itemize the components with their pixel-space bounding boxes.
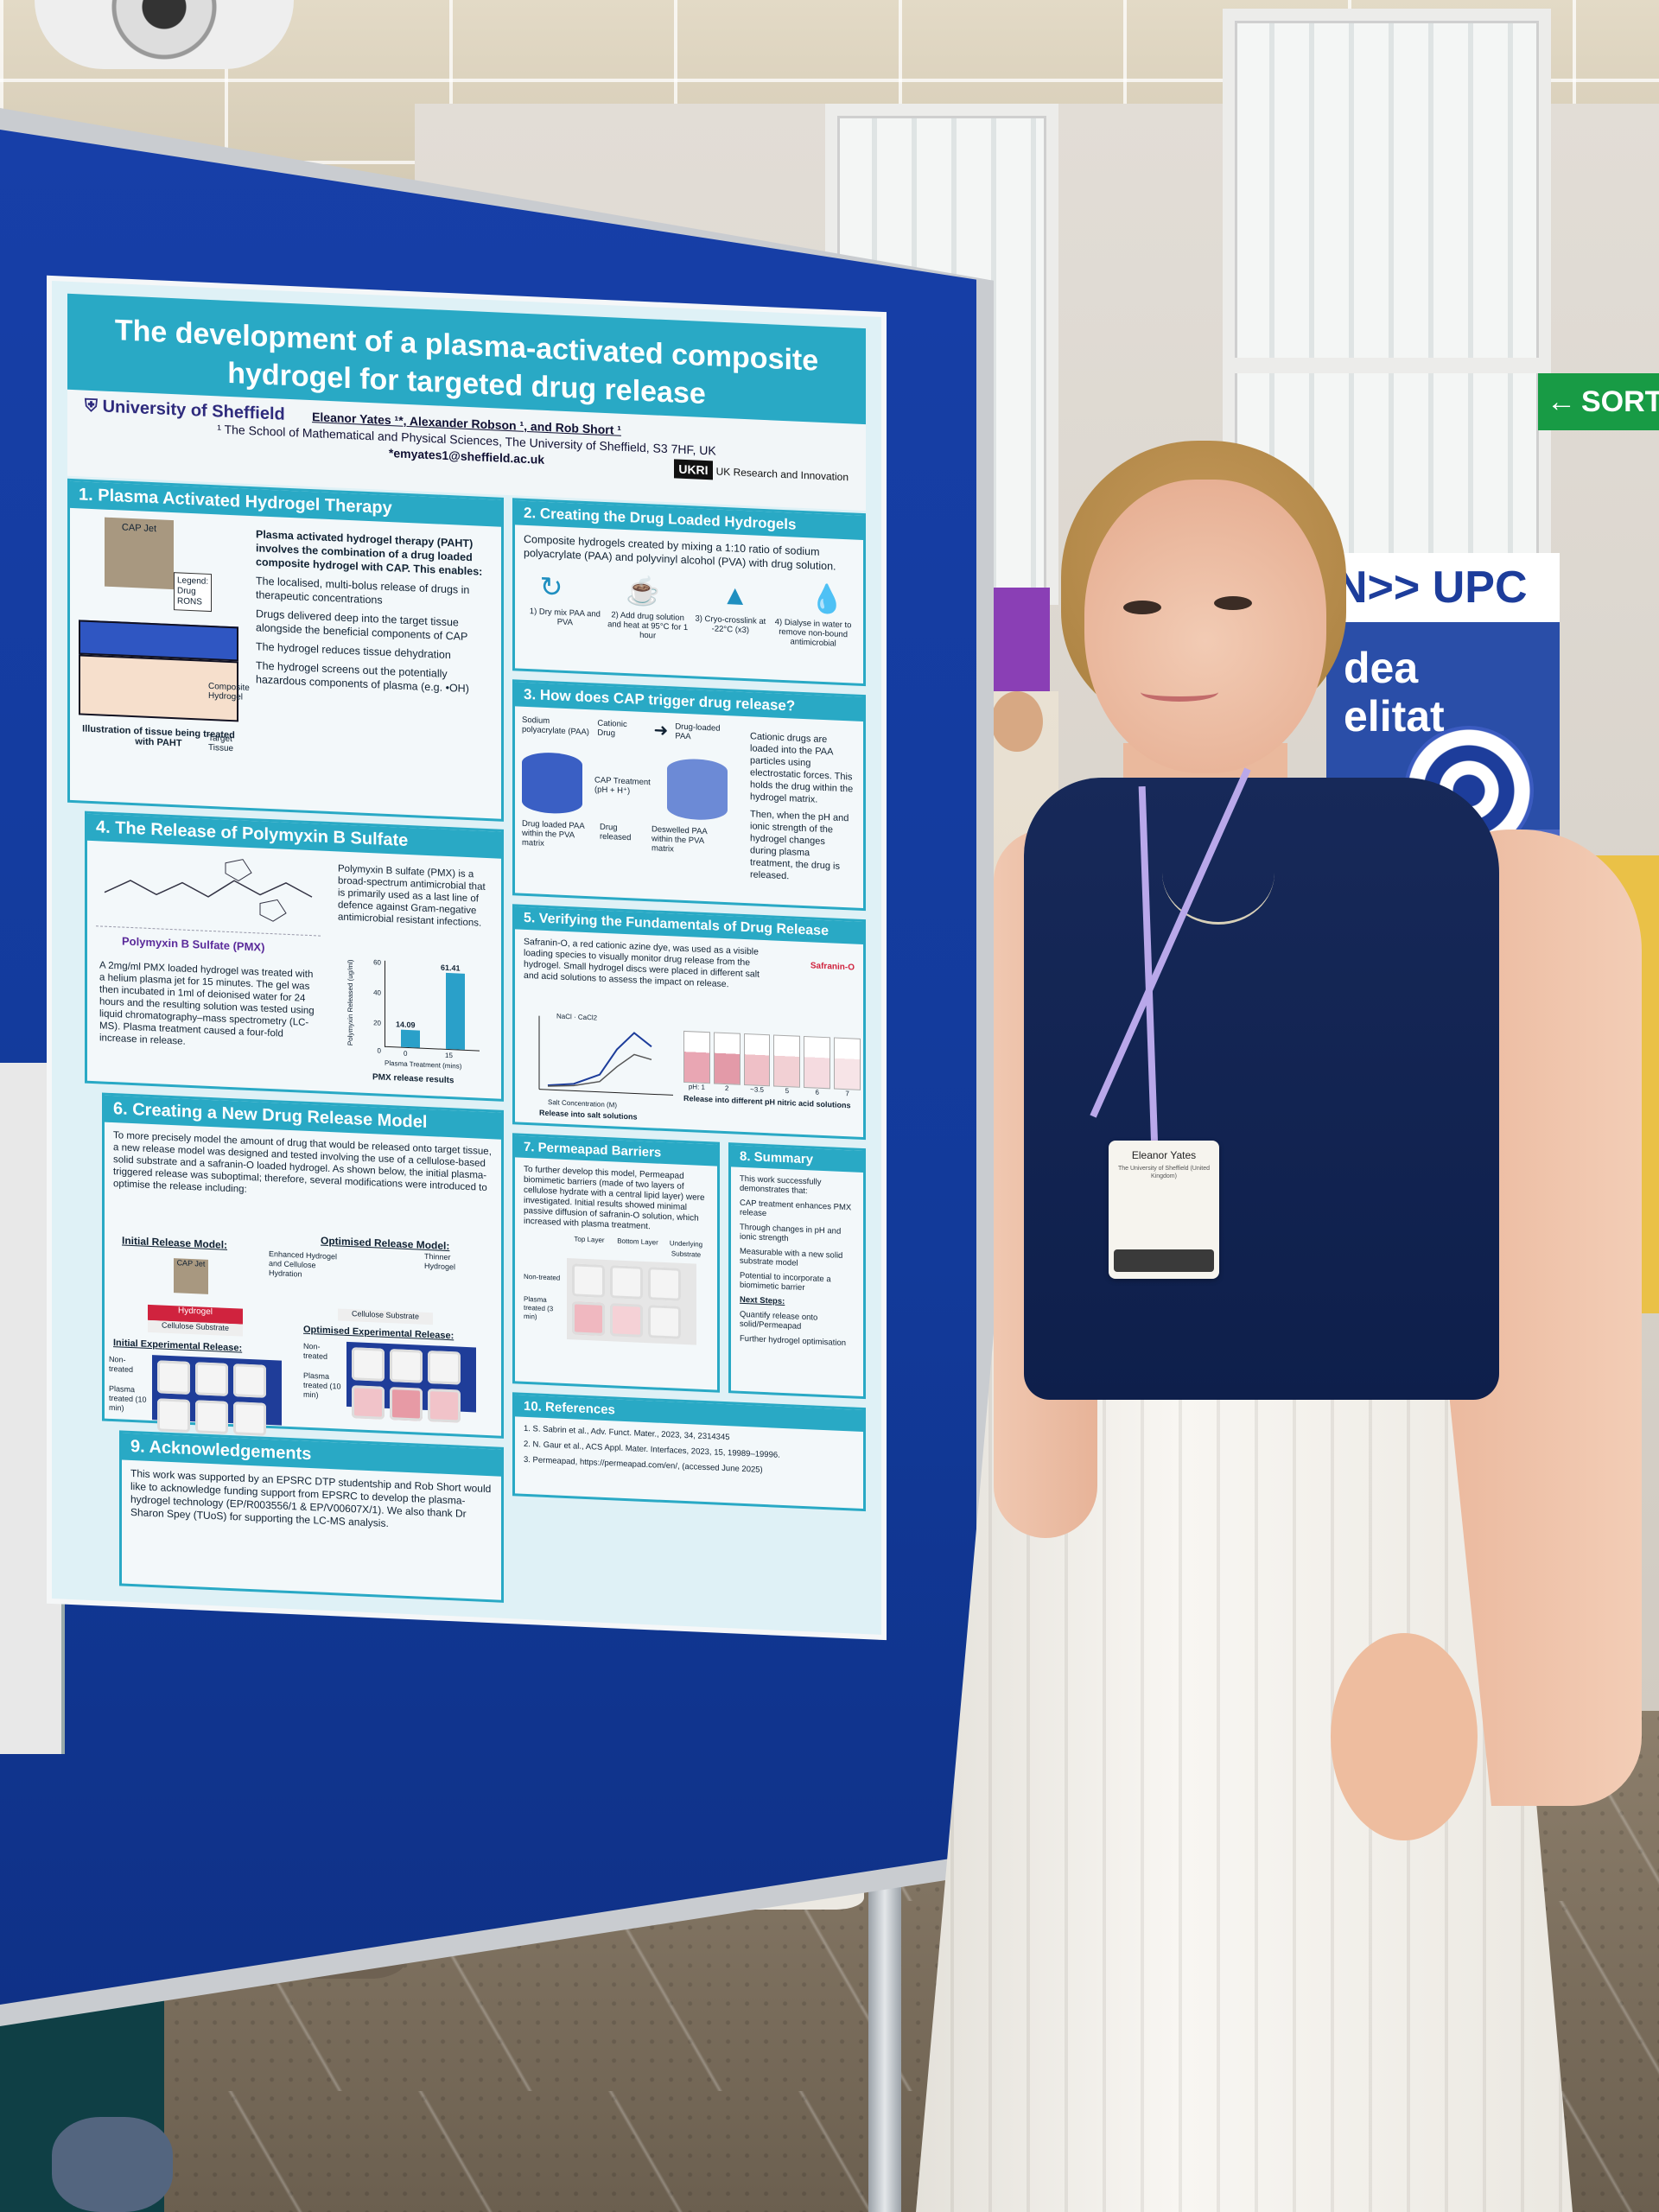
tick-label: 0 (404, 1049, 408, 1058)
tick-label: 60 (373, 958, 381, 967)
section-6: 6. Creating a New Drug Release Model To … (102, 1092, 504, 1439)
badge-org: The University of Sheffield (United King… (1117, 1166, 1211, 1179)
intro-text: Plasma activated hydrogel therapy (PAHT)… (256, 528, 483, 578)
section-9: 9. Acknowledgements This work was suppor… (119, 1430, 504, 1603)
body-text: To more precisely model the amount of dr… (113, 1130, 492, 1195)
summary-intro: This work successfully demonstrates that… (740, 1173, 822, 1197)
body-text: This work was supported by an EPSRC DTP … (130, 1466, 492, 1530)
exit-sign: ← SORT (1538, 373, 1659, 430)
hand (1331, 1633, 1478, 1840)
tick-label: 0 (377, 1046, 381, 1055)
badge-name: Eleanor Yates (1131, 1149, 1197, 1161)
cap-jet: CAP Jet (174, 1258, 208, 1294)
list-item: CAP treatment enhances PMX release (740, 1198, 852, 1219)
badge-logos (1114, 1249, 1214, 1272)
list-item: Measurable with a new solid substrate mo… (740, 1246, 843, 1268)
section-7: 7. Permeapad Barriers To further develop… (512, 1133, 720, 1393)
step-label: 4) Dialyse in water to remove non-bound … (774, 617, 852, 649)
section-2: 2. Creating the Drug Loaded Hydrogels Co… (512, 498, 866, 687)
banner-text: dea elitat (1344, 644, 1445, 741)
section-3: 3. How does CAP trigger drug release? So… (512, 679, 866, 912)
chart-caption: Release into salt solutions (539, 1108, 638, 1122)
tick-label: 40 (373, 988, 381, 997)
ph-vials: pH: 1 2 ~3.5 5 6 7 Release into different pH … (683, 1022, 861, 1138)
data-label: 14.09 (396, 1020, 416, 1030)
body-text: Polymyxin B sulfate (PMX) is a broad-spe… (338, 863, 486, 929)
body-text: Cationic drugs are loaded into the PAA p… (750, 731, 854, 805)
necklace (1162, 821, 1274, 925)
arrow-right-icon: ➜ (653, 720, 669, 741)
thinner-label: Thinner Hydrogel (424, 1251, 456, 1272)
section-1: 1. Plasma Activated Hydrogel Therapy CAP… (67, 478, 504, 822)
drop-icon: 💧 (810, 582, 844, 616)
chart-bar (401, 1029, 420, 1048)
face (1084, 480, 1326, 773)
list-item: Further hydrogel optimisation (740, 1333, 847, 1349)
data-label: 61.41 (441, 963, 461, 973)
molecule-label: Polymyxin B Sulfate (PMX) (122, 934, 265, 954)
hydrogel-cylinder (667, 758, 728, 822)
chart-ylabel: Polymyxin Released (ug/ml) (346, 959, 354, 1046)
cap-jet-label: CAP Jet (105, 517, 174, 590)
body-text: To further develop this model, Permeapad… (524, 1164, 705, 1232)
molecule-icon (104, 859, 313, 922)
arrow-left-icon: ← (1547, 385, 1576, 418)
dye-label: Safranin-O (810, 961, 855, 973)
initial-model-label: Initial Release Model: (122, 1234, 228, 1251)
step-label: 1) Dry mix PAA and PVA (529, 607, 601, 628)
mix-icon: ↻ (539, 570, 563, 603)
chart-caption: PMX release results (372, 1072, 454, 1086)
well-plate (152, 1355, 282, 1436)
hydrogel-cylinder (522, 751, 582, 815)
beaker-icon: ☕ (626, 575, 661, 607)
enhanced-label: Enhanced Hydrogel and Cellulose Hydratio… (269, 1249, 338, 1279)
list-item: Quantify release onto solid/Permeapad (740, 1309, 818, 1332)
section-10: 10. References 1. S. Sabrin et al., Adv.… (512, 1392, 866, 1512)
body-text: A 2mg/ml PMX loaded hydrogel was treated… (99, 960, 315, 1047)
well-plate (346, 1341, 476, 1423)
paht-illustration: CAP Jet Illustration of tissue being tre… (79, 516, 250, 799)
chart-xlabel: Plasma Treatment (mins) (385, 1058, 462, 1071)
section-8: 8. Summary This work successfully demons… (728, 1142, 866, 1400)
step-label: 2) Add drug solution and heat at 95°C fo… (607, 610, 689, 641)
optimised-model-label: Optimised Release Model: (321, 1234, 450, 1253)
eye (1214, 596, 1252, 610)
snowflake-icon: ▲ (721, 578, 749, 612)
section-title: 3. How does CAP trigger drug release? (515, 682, 863, 721)
list-item: The localised, multi-bolus release of dr… (256, 575, 470, 607)
list-item: Potential to incorporate a biomimetic ba… (740, 1270, 831, 1294)
molecule-structure (96, 849, 321, 937)
banner-brand: N>> UPC (1335, 563, 1528, 613)
tick-label: 20 (373, 1019, 381, 1027)
salt-release-chart: NaCl · CaCl2 Salt Concentration (M) Rele… (522, 1011, 677, 1130)
optimised-exp-label: Optimised Experimental Release: (303, 1324, 454, 1342)
release-curve (538, 1015, 673, 1096)
chart-bar (446, 973, 465, 1050)
section-5: 5. Verifying the Fundamentals of Drug Re… (512, 904, 866, 1141)
chart-plot-area: 14.09 61.41 (385, 960, 480, 1052)
target-label: Target Tissue (208, 733, 234, 754)
initial-exp-label: Initial Experimental Release: (113, 1338, 243, 1354)
body-text: Safranin-O, a red cationic azine dye, wa… (524, 936, 760, 990)
tick-label: 15 (445, 1051, 453, 1060)
list-item: Through changes in pH and ionic strength (740, 1222, 842, 1244)
name-badge: Eleanor Yates The University of Sheffiel… (1109, 1141, 1219, 1279)
smile (1141, 683, 1218, 702)
next-steps-label: Next Steps: (740, 1294, 785, 1307)
list-item: The hydrogel screens out the potentially… (256, 659, 469, 696)
poster: The development of a plasma-activated co… (52, 281, 881, 1635)
eye (1123, 601, 1161, 614)
ceiling-vent (35, 0, 294, 69)
pmx-bar-chart: Polymyxin Released (ug/ml) 60 40 20 0 14… (346, 950, 493, 1095)
shield-icon: ⛨ (85, 396, 98, 416)
cap-mechanism-diagram: Sodium polyacrylate (PAA) Cationic Drug … (522, 715, 738, 857)
body-text: Then, when the pH and ionic strength of … (750, 809, 849, 882)
list-item: Drugs delivered deep into the target tis… (256, 607, 468, 644)
permeapad-results (567, 1258, 696, 1345)
cellulose-layer: Cellulose Substrate (338, 1308, 433, 1325)
shoe (52, 2117, 173, 2212)
step-label: 3) Cryo-crosslink at -22°C (x3) (695, 613, 766, 636)
section-4: 4. The Release of Polymyxin B Sulfate Po… (85, 810, 504, 1102)
legend: Legend: Drug RONS (174, 572, 213, 613)
